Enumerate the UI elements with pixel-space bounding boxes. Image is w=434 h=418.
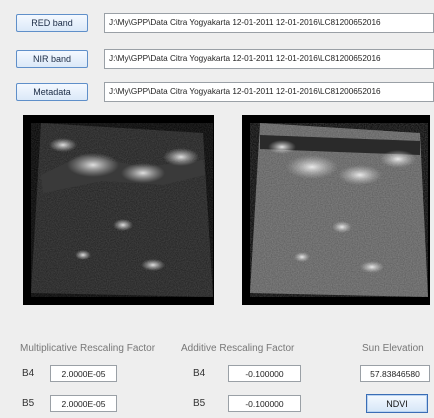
red-band-image-preview xyxy=(23,115,214,305)
nir-band-image-preview xyxy=(242,115,430,305)
mult-b4-field[interactable]: 2.0000E-05 xyxy=(50,365,117,382)
add-b5-label: B5 xyxy=(193,398,206,409)
red-band-path-field[interactable]: J:\My\GPP\Data Citra Yogyakarta 12-01-20… xyxy=(104,13,434,33)
metadata-path-field[interactable]: J:\My\GPP\Data Citra Yogyakarta 12-01-20… xyxy=(104,82,434,102)
add-b4-label: B4 xyxy=(193,368,206,379)
multiplicative-rescaling-title: Multiplicative Rescaling Factor xyxy=(20,343,156,354)
mult-b5-label: B5 xyxy=(22,398,35,409)
sun-elevation-field[interactable]: 57.83846580 xyxy=(360,365,430,382)
red-band-button[interactable]: RED band xyxy=(16,14,88,32)
mult-b4-label: B4 xyxy=(22,368,35,379)
ndvi-button[interactable]: NDVI xyxy=(366,394,428,413)
nir-band-button[interactable]: NIR band xyxy=(16,50,88,68)
sun-elevation-title: Sun Elevation xyxy=(362,343,424,354)
add-b4-field[interactable]: -0.100000 xyxy=(228,365,301,382)
mult-b5-field[interactable]: 2.0000E-05 xyxy=(50,395,117,412)
nir-band-path-field[interactable]: J:\My\GPP\Data Citra Yogyakarta 12-01-20… xyxy=(104,49,434,69)
additive-rescaling-title: Additive Rescaling Factor xyxy=(181,343,295,354)
metadata-button[interactable]: Metadata xyxy=(16,83,88,101)
add-b5-field[interactable]: -0.100000 xyxy=(228,395,301,412)
